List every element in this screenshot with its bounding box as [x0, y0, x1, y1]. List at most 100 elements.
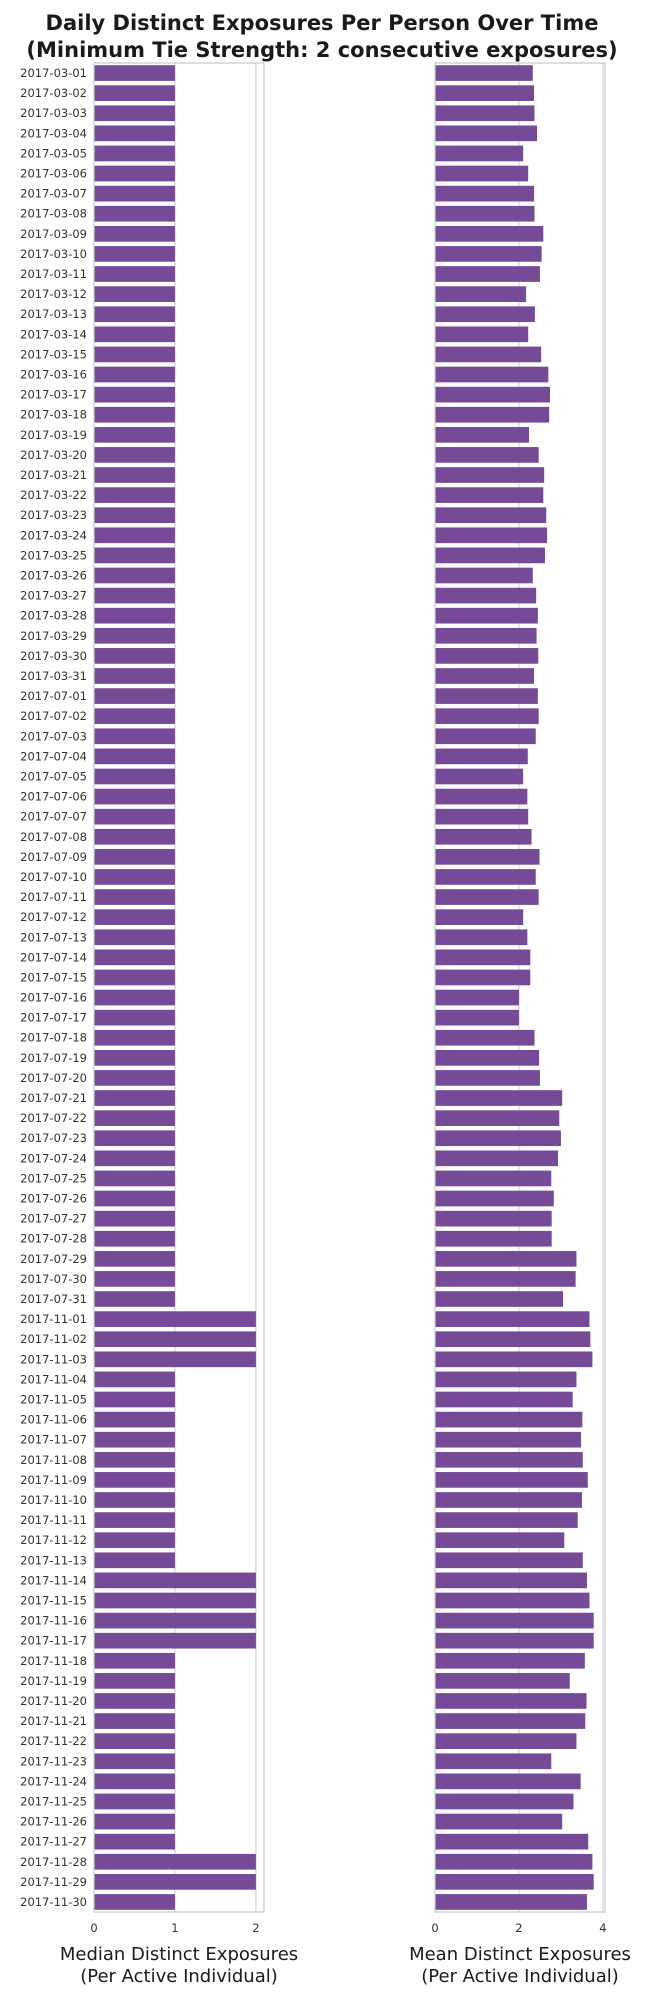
bar [435, 1552, 583, 1569]
bar [94, 849, 175, 865]
bar [435, 1391, 573, 1408]
category-label: 2017-03-01 [20, 66, 87, 80]
bar [435, 1451, 583, 1468]
bar [94, 1472, 175, 1488]
category-label: 2017-07-02 [20, 709, 87, 723]
bar [94, 165, 175, 182]
category-label: 2017-07-22 [20, 1111, 87, 1125]
bar [435, 1130, 561, 1147]
bar [435, 467, 545, 483]
bar [435, 627, 537, 644]
bar [94, 1733, 175, 1750]
category-label: 2017-07-23 [20, 1131, 87, 1145]
bar [435, 205, 535, 222]
bar [435, 1773, 581, 1790]
category-label: 2017-11-20 [20, 1694, 87, 1708]
bar [435, 406, 550, 423]
category-label: 2017-07-27 [20, 1212, 87, 1226]
bar [94, 1673, 175, 1689]
bar [94, 1110, 175, 1126]
bar [94, 105, 175, 122]
bar [435, 607, 538, 624]
bar [435, 346, 542, 363]
category-label: 2017-11-09 [20, 1473, 87, 1487]
category-label: 2017-11-02 [20, 1332, 87, 1346]
category-label: 2017-03-27 [20, 589, 87, 603]
bar [94, 1351, 256, 1368]
bar [435, 1090, 563, 1106]
bar [435, 1311, 590, 1327]
bar [435, 1813, 563, 1830]
bar [94, 828, 175, 845]
bar [435, 1029, 535, 1046]
bar [435, 768, 524, 785]
bar [94, 286, 175, 302]
category-label: 2017-11-03 [20, 1352, 87, 1366]
category-label: 2017-11-18 [20, 1654, 87, 1668]
category-label: 2017-11-10 [20, 1493, 87, 1507]
bar [94, 346, 175, 363]
bar [435, 266, 540, 282]
bar [94, 1291, 175, 1307]
bar [435, 1070, 540, 1086]
category-label: 2017-11-24 [20, 1774, 87, 1788]
bar [94, 1150, 175, 1167]
bar [435, 547, 545, 564]
bar [435, 869, 536, 885]
category-label: 2017-07-24 [20, 1151, 87, 1165]
bar [94, 1070, 175, 1086]
bar [94, 1130, 175, 1147]
category-label: 2017-03-08 [20, 207, 87, 221]
category-label: 2017-07-25 [20, 1171, 87, 1185]
category-label: 2017-03-04 [20, 126, 87, 140]
bar [435, 1371, 577, 1388]
bar [94, 1853, 256, 1870]
bar [435, 386, 551, 403]
category-label: 2017-07-08 [20, 830, 87, 844]
category-label: 2017-07-04 [20, 749, 87, 763]
bar [435, 1853, 593, 1870]
category-label: 2017-11-26 [20, 1815, 87, 1829]
bar [435, 426, 530, 443]
bar [94, 1652, 175, 1669]
bar [94, 1331, 256, 1348]
bar [94, 648, 175, 664]
bar [94, 246, 175, 262]
bar [94, 708, 175, 725]
category-label: 2017-03-28 [20, 609, 87, 623]
bar [94, 808, 175, 825]
category-label: 2017-03-15 [20, 347, 87, 361]
tick-label: 4 [599, 1921, 606, 1935]
category-label: 2017-07-28 [20, 1232, 87, 1246]
category-label: 2017-07-16 [20, 991, 87, 1005]
bar [435, 969, 531, 986]
category-label: 2017-03-06 [20, 167, 87, 181]
bar [435, 145, 524, 162]
bar [435, 989, 519, 1006]
bar [94, 1391, 175, 1408]
category-label: 2017-03-25 [20, 548, 87, 562]
bar [94, 889, 175, 905]
category-label: 2017-07-29 [20, 1252, 87, 1266]
category-label: 2017-07-31 [20, 1292, 87, 1306]
bar [94, 1009, 175, 1026]
bar [94, 1693, 175, 1709]
bar [435, 648, 539, 664]
category-label: 2017-07-15 [20, 970, 87, 984]
bar [94, 447, 175, 463]
bar [435, 808, 529, 825]
bar [435, 1210, 552, 1227]
bar [435, 1753, 552, 1770]
bar [94, 1612, 256, 1629]
bar [94, 1271, 175, 1287]
category-label: 2017-11-21 [20, 1714, 87, 1728]
bar [435, 286, 527, 302]
category-label: 2017-03-12 [20, 287, 87, 301]
bar [94, 1029, 175, 1046]
category-label: 2017-03-05 [20, 146, 87, 160]
bar [94, 1592, 256, 1609]
bar [94, 1431, 175, 1448]
bar [94, 688, 175, 704]
bar [94, 1451, 175, 1468]
